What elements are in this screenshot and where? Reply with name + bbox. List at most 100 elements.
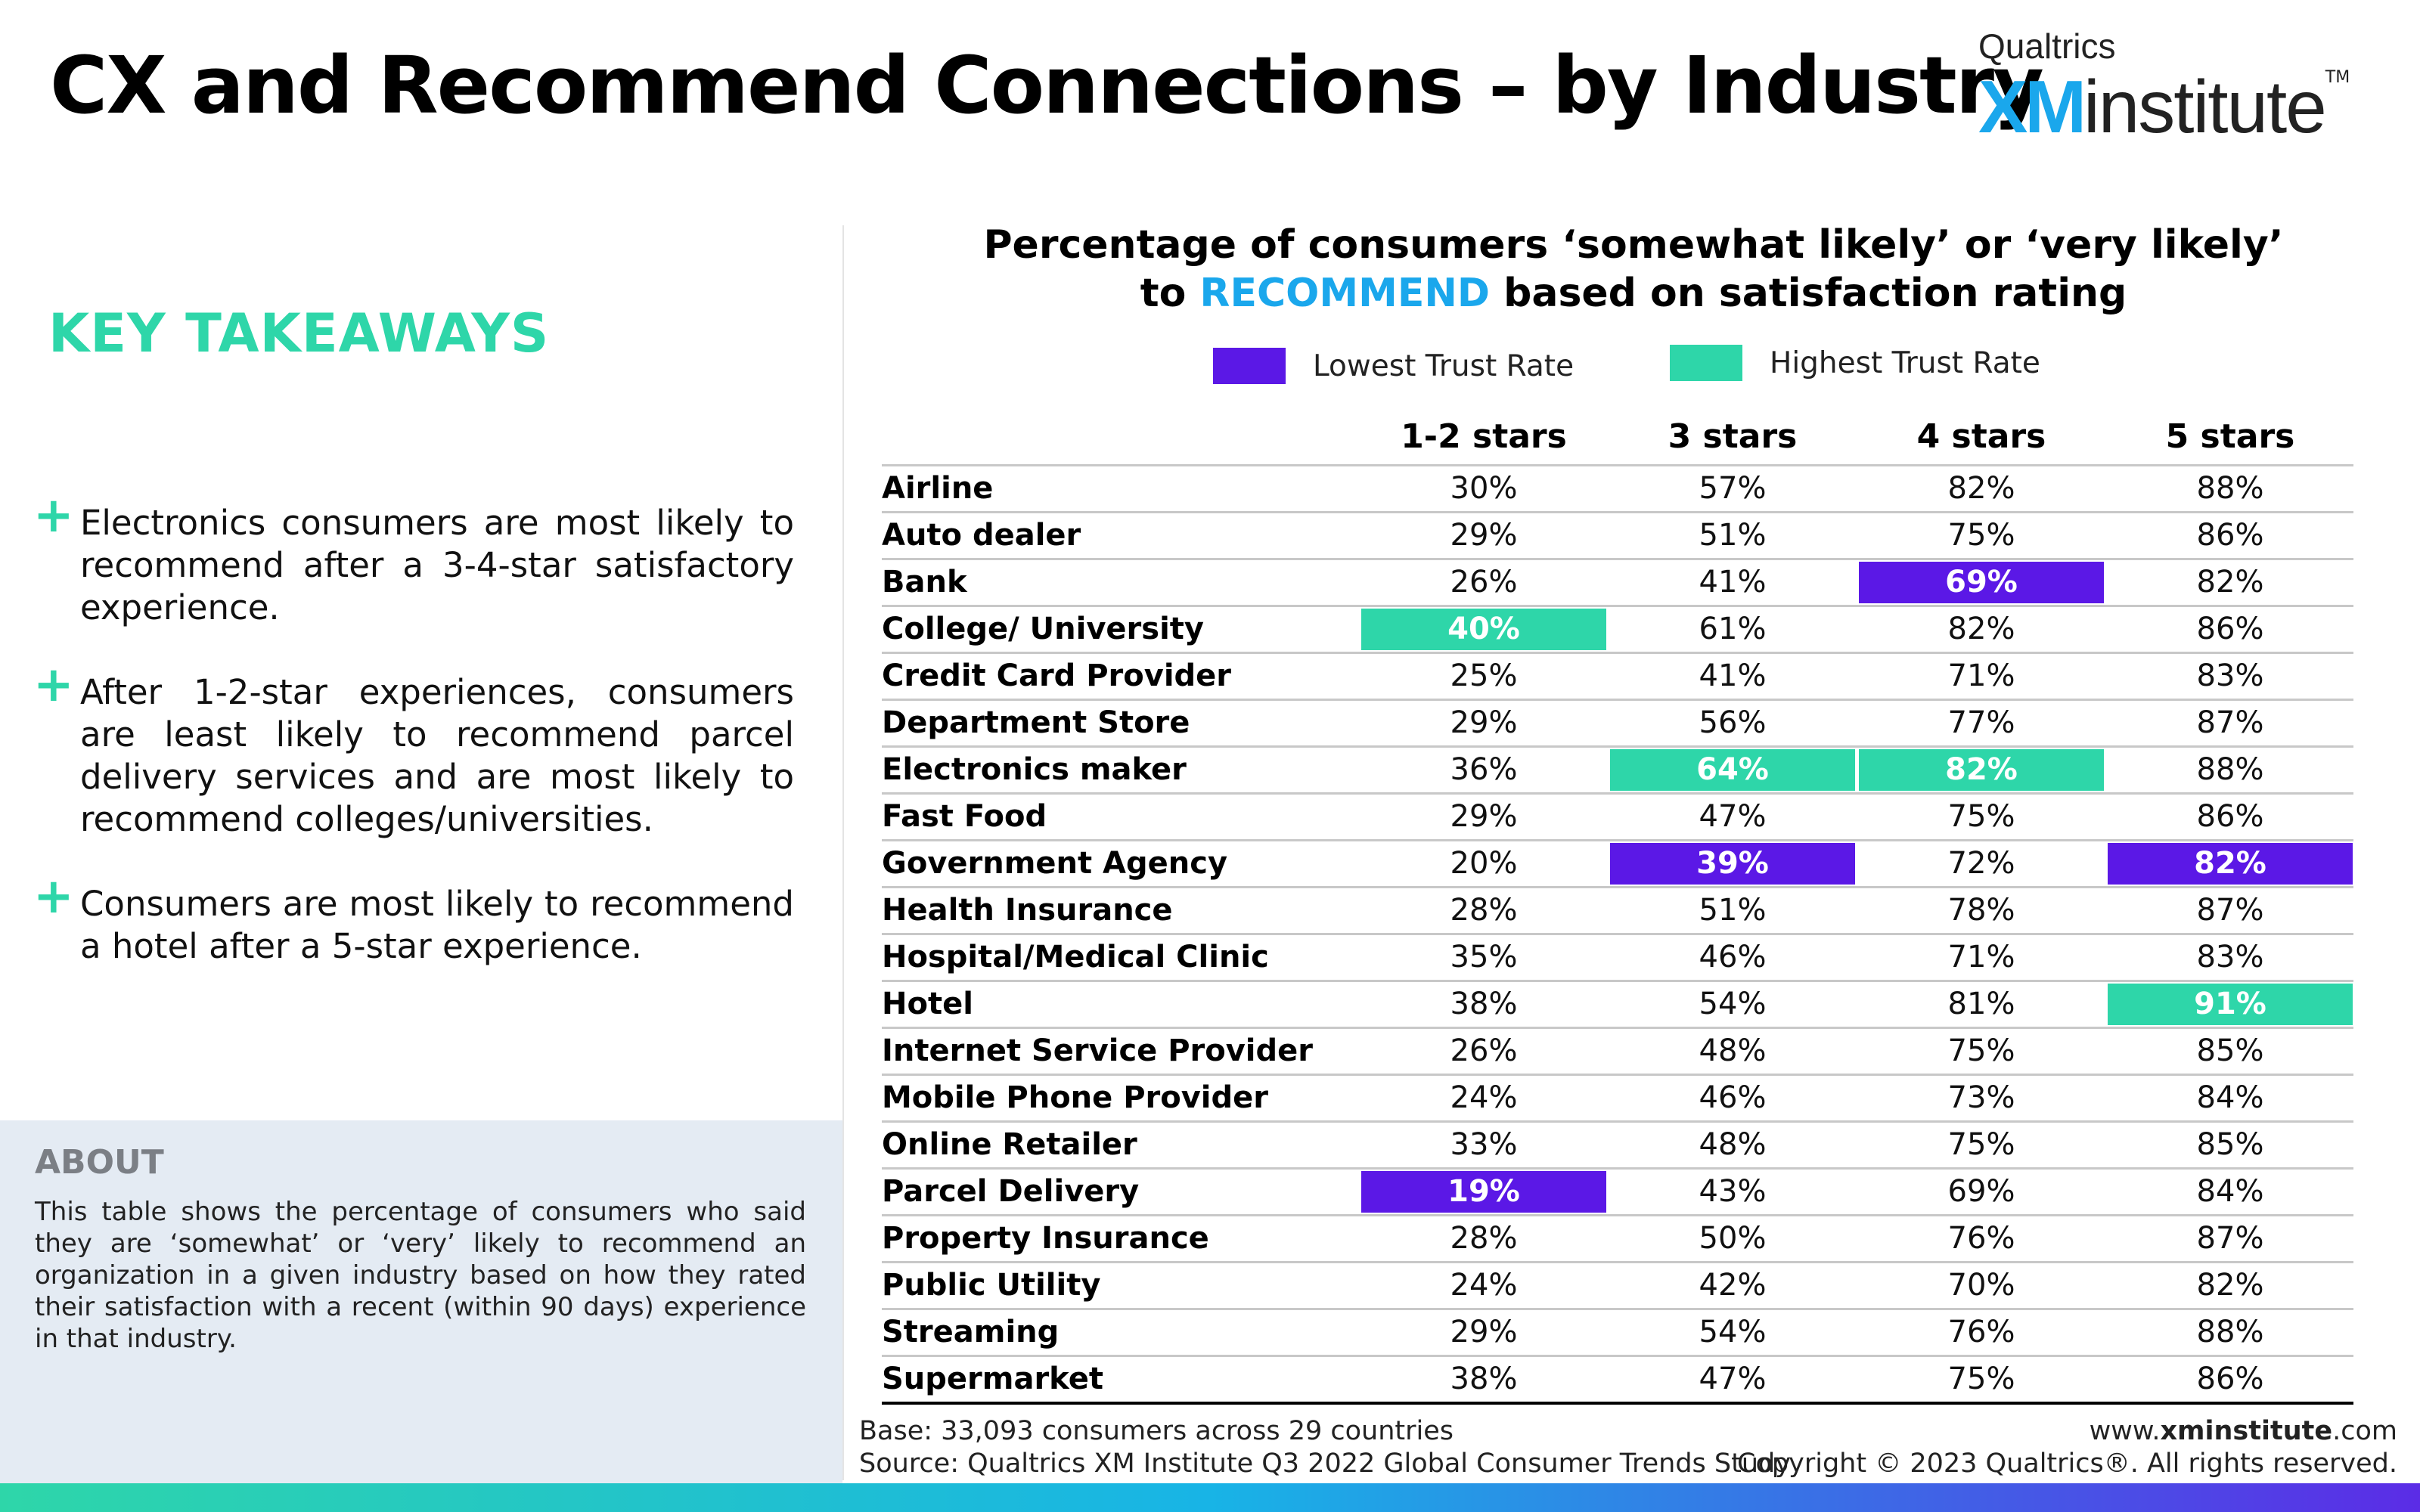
plus-icon: + [33, 869, 74, 925]
table-cell: 71% [1947, 658, 2015, 693]
legend-item-low: Lowest Trust Rate [1213, 348, 1574, 384]
table-cell: 57% [1699, 471, 1767, 506]
logo-institute-text: institute [2083, 65, 2327, 148]
footer-base: Base: 33,093 consumers across 29 countri… [859, 1416, 1454, 1446]
table-row: Internet Service Provider 26% 48% 75% 85% [882, 1029, 2353, 1076]
table-cell: 29% [1450, 799, 1518, 834]
footer-url[interactable]: www.xminstitute.com [1737, 1415, 2397, 1448]
table-cell: 83% [2196, 940, 2264, 974]
table-cell: 51% [1699, 893, 1767, 928]
table-cell: 47% [1699, 799, 1767, 834]
table-cell: 56% [1699, 705, 1767, 740]
table-cell: 81% [1947, 987, 2015, 1021]
table-cell-low: 19% [1361, 1171, 1606, 1213]
table-cell: 77% [1947, 705, 2015, 740]
table-row: Electronics maker 36% 64% 82% 88% [882, 748, 2353, 795]
row-label: Public Utility [882, 1268, 1101, 1303]
chart-title-pre: to [1140, 271, 1200, 316]
table-cell: 78% [1947, 893, 2015, 928]
table-cell: 28% [1450, 1221, 1518, 1256]
column-header: 5 stars [2165, 417, 2295, 456]
takeaway-item: + Consumers are most likely to recommend… [33, 872, 794, 968]
table-cell: 75% [1947, 518, 2015, 553]
table-cell: 47% [1699, 1362, 1767, 1396]
table-cell: 83% [2196, 658, 2264, 693]
row-label: College/ University [882, 612, 1204, 646]
row-label: Parcel Delivery [882, 1174, 1140, 1209]
footer-source: Source: Qualtrics XM Institute Q3 2022 G… [859, 1448, 1791, 1479]
row-label: Hotel [882, 987, 973, 1021]
recommend-table: 1-2 stars 3 stars 4 stars 5 stars Airline 30… [882, 413, 2353, 1405]
table-row: Online Retailer 33% 48% 75% 85% [882, 1123, 2353, 1170]
row-label: Bank [882, 565, 967, 600]
table-cell: 70% [1947, 1268, 2015, 1303]
table-cell: 86% [2196, 612, 2264, 646]
logo-wordmark: XMinstituteTM [1978, 70, 2350, 144]
table-cell: 26% [1450, 565, 1518, 600]
table-cell: 86% [2196, 799, 2264, 834]
key-takeaways-title: KEY TAKEAWAYS [48, 302, 550, 364]
legend-label-low: Lowest Trust Rate [1313, 349, 1575, 383]
chart-title-post: based on satisfaction rating [1490, 271, 2127, 316]
logo-trademark: TM [2325, 68, 2350, 87]
table-cell: 69% [1947, 1174, 2015, 1209]
about-title: ABOUT [35, 1143, 164, 1182]
table-cell: 85% [2196, 1127, 2264, 1162]
row-label: Auto dealer [882, 518, 1081, 553]
table-row: Airline 30% 57% 82% 88% [882, 466, 2353, 513]
table-row: Fast Food 29% 47% 75% 86% [882, 795, 2353, 841]
table-cell: 88% [2196, 471, 2264, 506]
chart-title: Percentage of consumers ‘somewhat likely… [877, 221, 2390, 318]
table-cell: 82% [2196, 1268, 2264, 1303]
legend: Lowest Trust Rate Highest Trust Rate [0, 345, 2420, 393]
plus-icon: + [33, 657, 74, 713]
table-cell: 28% [1450, 893, 1518, 928]
column-header: 1-2 stars [1401, 417, 1567, 456]
table-cell-low: 82% [2108, 843, 2353, 885]
table-row: Hospital/Medical Clinic 35% 46% 71% 83% [882, 935, 2353, 982]
table-cell-high: 64% [1610, 749, 1855, 791]
table-body: Airline 30% 57% 82% 88% Auto dealer 29% 51% 75% 8… [882, 466, 2353, 1405]
table-row: Health Insurance 28% 51% 78% 87% [882, 888, 2353, 935]
legend-item-high: Highest Trust Rate [1670, 345, 2040, 381]
page-title: CX and Recommend Connections – by Indust… [50, 39, 2044, 132]
row-label: Department Store [882, 705, 1190, 740]
table-row: Hotel 38% 54% 81% 91% [882, 982, 2353, 1029]
table-row: Streaming 29% 54% 76% 88% [882, 1310, 2353, 1357]
table-cell: 48% [1699, 1127, 1767, 1162]
table-cell: 41% [1699, 565, 1767, 600]
table-cell: 38% [1450, 1362, 1518, 1396]
table-cell: 82% [1947, 612, 2015, 646]
about-text: This table shows the percentage of consu… [35, 1197, 806, 1354]
table-cell: 41% [1699, 658, 1767, 693]
row-label: Online Retailer [882, 1127, 1137, 1162]
row-label: Electronics maker [882, 752, 1187, 787]
table-cell: 48% [1699, 1033, 1767, 1068]
chart-title-line-2: to RECOMMEND based on satisfaction ratin… [877, 269, 2390, 318]
table-cell: 87% [2196, 1221, 2264, 1256]
table-cell: 88% [2196, 1315, 2264, 1349]
footer-url-bold: xminstitute [2160, 1416, 2333, 1446]
table-cell: 29% [1450, 1315, 1518, 1349]
row-label: Health Insurance [882, 893, 1173, 928]
table-cell: 54% [1699, 987, 1767, 1021]
table-cell: 86% [2196, 1362, 2264, 1396]
table-cell: 75% [1947, 1362, 2015, 1396]
table-cell: 42% [1699, 1268, 1767, 1303]
table-cell-high: 40% [1361, 609, 1606, 650]
table-cell: 51% [1699, 518, 1767, 553]
legend-swatch-low [1213, 348, 1286, 384]
table-cell: 30% [1450, 471, 1518, 506]
table-row: Mobile Phone Provider 24% 46% 73% 84% [882, 1076, 2353, 1123]
table-cell: 87% [2196, 705, 2264, 740]
table-row: Parcel Delivery 19% 43% 69% 84% [882, 1170, 2353, 1216]
logo-qualtrics-text: Qualtrics [1978, 26, 2116, 66]
column-header: 3 stars [1668, 417, 1798, 456]
table-cell: 61% [1699, 612, 1767, 646]
table-cell-low: 69% [1859, 562, 2104, 603]
table-row: Public Utility 24% 42% 70% 82% [882, 1263, 2353, 1310]
table-cell: 86% [2196, 518, 2264, 553]
table-cell: 33% [1450, 1127, 1518, 1162]
row-label: Government Agency [882, 846, 1228, 881]
row-label: Airline [882, 471, 994, 506]
